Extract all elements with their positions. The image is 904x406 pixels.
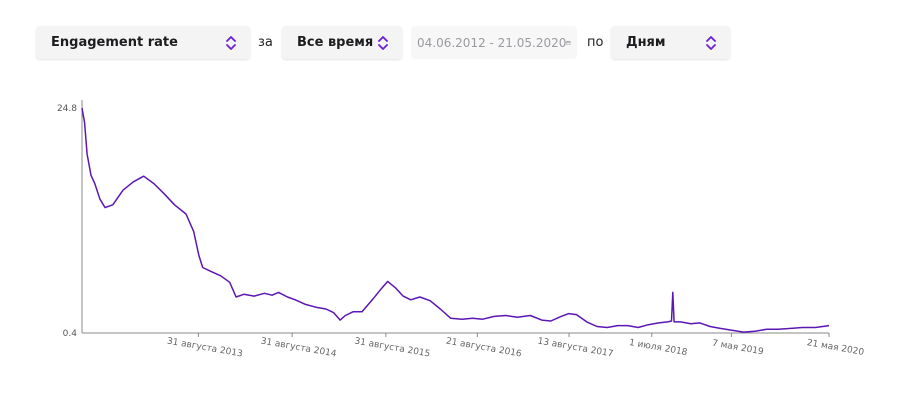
x-tick-label: 31 августа 2013 (166, 336, 243, 359)
date-range-text: 04.06.2012 - 21.05.2020 (417, 35, 567, 50)
metric-select[interactable]: Engagement rate (36, 26, 250, 59)
calendar-icon[interactable] (566, 36, 571, 50)
chevron-updown-icon (378, 35, 388, 50)
x-tick-label: 21 августа 2016 (445, 336, 522, 359)
granularity-select[interactable]: Дням (611, 26, 730, 59)
x-tick-label: 7 мая 2019 (711, 339, 764, 358)
period-select[interactable]: Все время (282, 26, 402, 59)
x-tick-label: 21 мая 2020 (806, 338, 865, 358)
by-label: по (587, 35, 604, 50)
metric-select-label: Engagement rate (51, 35, 178, 50)
chevron-updown-icon (706, 35, 716, 50)
y-tick-label: 0.4 (63, 329, 78, 339)
x-tick-label: 31 августа 2014 (260, 336, 337, 359)
chevron-updown-icon (226, 35, 236, 50)
engagement-line-chart: 24.8 0.4 31 августа 2013 31 августа 2014 3… (57, 100, 865, 360)
date-range-input[interactable]: 04.06.2012 - 21.05.2020 (411, 26, 577, 59)
series-line (81, 107, 830, 333)
x-tick-label: 31 августа 2015 (354, 336, 431, 359)
y-tick-label: 24.8 (57, 104, 77, 114)
period-select-label: Все время (297, 35, 374, 50)
x-tick-label: 1 июля 2018 (628, 338, 688, 358)
x-tick-label: 13 августа 2017 (537, 336, 614, 359)
granularity-select-label: Дням (626, 35, 666, 50)
for-label: за (258, 35, 273, 50)
